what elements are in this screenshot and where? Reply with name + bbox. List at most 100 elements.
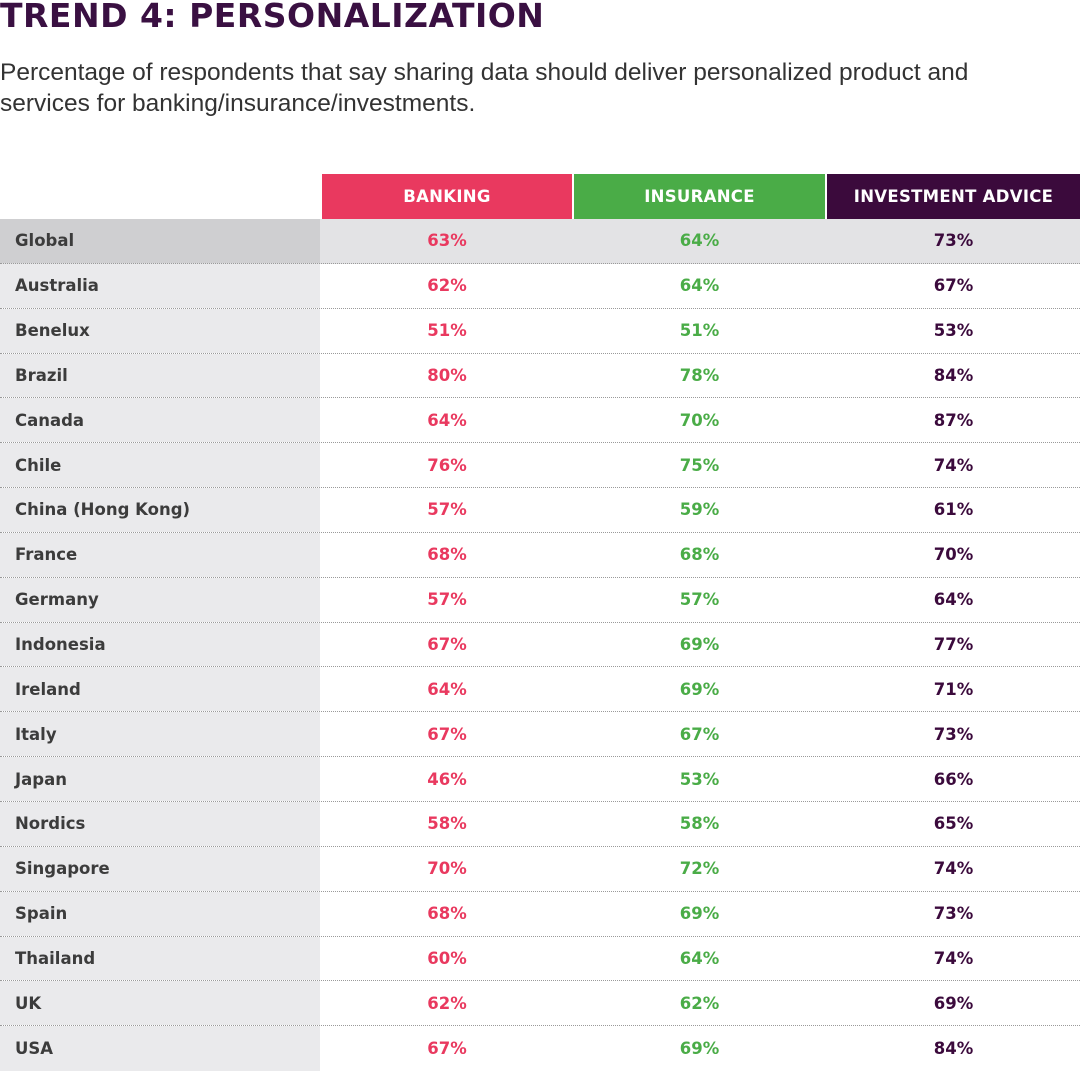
table-row: Global 63% 64% 73% bbox=[0, 219, 1080, 264]
table-row: Ireland 64% 69% 71% bbox=[0, 667, 1080, 713]
table-row: France 68% 68% 70% bbox=[0, 532, 1080, 578]
table-row: Japan 46% 53% 66% bbox=[0, 757, 1080, 802]
data-table-body: Global 63% 64% 73% Australia 62% 64% 67% Benelux… bbox=[0, 219, 1080, 1071]
cell-value-banking: 51% bbox=[427, 321, 467, 341]
cell-value-investment-advice: 73% bbox=[933, 724, 974, 744]
table-row: China (Hong Kong) 57% 59% 61% bbox=[0, 488, 1080, 533]
cell-value-investment-advice: 70% bbox=[933, 545, 974, 565]
cell-value-investment-advice: 87% bbox=[933, 410, 974, 430]
row-label-country: USA bbox=[0, 1026, 320, 1071]
cell-value-banking: 80% bbox=[427, 365, 467, 385]
cell-value-investment-advice: 64% bbox=[933, 590, 974, 610]
row-label-country: Ireland bbox=[0, 667, 320, 712]
cell-value-investment-advice: 84% bbox=[933, 365, 974, 385]
cell-value-banking: 60% bbox=[427, 948, 467, 968]
table-row: Germany 57% 57% 64% bbox=[0, 577, 1080, 623]
row-label-country: Benelux bbox=[0, 308, 320, 353]
cell-value-banking: 68% bbox=[427, 545, 467, 565]
row-label-country: Indonesia bbox=[0, 622, 320, 667]
cell-value-insurance: 69% bbox=[679, 904, 720, 924]
cell-value-banking: 46% bbox=[427, 769, 467, 789]
table-row: Italy 67% 67% 73% bbox=[0, 712, 1080, 758]
table-row: Indonesia 67% 69% 77% bbox=[0, 622, 1080, 668]
cell-value-banking: 67% bbox=[427, 1039, 467, 1059]
cell-value-investment-advice: 73% bbox=[933, 231, 974, 251]
table-row: UK 62% 62% 69% bbox=[0, 981, 1080, 1027]
cell-value-banking: 70% bbox=[427, 859, 467, 879]
cell-value-insurance: 57% bbox=[679, 590, 720, 610]
cell-value-banking: 64% bbox=[427, 410, 467, 430]
chart-subtitle: Percentage of respondents that say shari… bbox=[0, 59, 969, 117]
table-row: Brazil 80% 78% 84% bbox=[0, 353, 1080, 399]
row-label-country: Chile bbox=[0, 443, 320, 488]
cell-value-insurance: 69% bbox=[679, 1039, 720, 1059]
cell-value-insurance: 69% bbox=[679, 679, 720, 699]
row-label-country: Nordics bbox=[0, 801, 320, 846]
cell-value-insurance: 72% bbox=[679, 859, 720, 879]
row-label-country: Brazil bbox=[0, 353, 320, 398]
cell-value-insurance: 64% bbox=[679, 948, 720, 968]
row-label-country: Singapore bbox=[0, 846, 320, 891]
cell-value-insurance: 75% bbox=[679, 455, 720, 475]
cell-value-banking: 64% bbox=[427, 679, 467, 699]
row-label-country: Australia bbox=[0, 263, 320, 308]
row-label-country: Germany bbox=[0, 577, 320, 622]
row-label-country: Spain bbox=[0, 891, 320, 936]
cell-value-insurance: 51% bbox=[679, 321, 720, 341]
row-label-country: China (Hong Kong) bbox=[0, 488, 320, 532]
row-label-country: Canada bbox=[0, 398, 320, 443]
row-label-country: Italy bbox=[0, 712, 320, 757]
cell-value-investment-advice: 66% bbox=[933, 769, 974, 789]
cell-value-banking: 57% bbox=[427, 590, 467, 610]
table-row: Chile 76% 75% 74% bbox=[0, 443, 1080, 489]
row-label-country: Japan bbox=[0, 757, 320, 801]
cell-value-banking: 57% bbox=[427, 500, 467, 520]
table-row: Nordics 58% 58% 65% bbox=[0, 801, 1080, 847]
cell-value-investment-advice: 74% bbox=[933, 455, 974, 475]
cell-value-investment-advice: 69% bbox=[933, 993, 974, 1013]
cell-value-insurance: 59% bbox=[679, 500, 720, 520]
cell-value-insurance: 68% bbox=[679, 545, 720, 565]
column-header-banking: BANKING bbox=[322, 174, 572, 219]
cell-value-insurance: 78% bbox=[679, 365, 720, 385]
cell-value-investment-advice: 71% bbox=[933, 679, 974, 699]
row-label-country: UK bbox=[0, 981, 320, 1026]
cell-value-insurance: 67% bbox=[679, 724, 720, 744]
cell-value-banking: 68% bbox=[427, 904, 467, 924]
table-row: USA 67% 69% 84% bbox=[0, 1026, 1080, 1071]
cell-value-insurance: 64% bbox=[679, 276, 720, 296]
row-label-country: Global bbox=[0, 219, 320, 263]
table-row: Thailand 60% 64% 74% bbox=[0, 936, 1080, 982]
cell-value-banking: 63% bbox=[427, 231, 467, 251]
cell-value-investment-advice: 61% bbox=[933, 500, 974, 520]
table-row: Benelux 51% 51% 53% bbox=[0, 308, 1080, 354]
row-label-country: Thailand bbox=[0, 936, 320, 981]
cell-value-insurance: 62% bbox=[679, 993, 720, 1013]
cell-value-insurance: 64% bbox=[679, 231, 720, 251]
table-row: Spain 68% 69% 73% bbox=[0, 891, 1080, 937]
cell-value-banking: 67% bbox=[427, 724, 467, 744]
cell-value-insurance: 70% bbox=[679, 410, 720, 430]
row-label-country: France bbox=[0, 532, 320, 577]
cell-value-insurance: 58% bbox=[679, 814, 720, 834]
cell-value-investment-advice: 65% bbox=[933, 814, 974, 834]
cell-value-investment-advice: 67% bbox=[933, 276, 974, 296]
cell-value-banking: 62% bbox=[427, 276, 467, 296]
table-row: Canada 64% 70% 87% bbox=[0, 398, 1080, 444]
table-row: Australia 62% 64% 67% bbox=[0, 263, 1080, 309]
cell-value-banking: 58% bbox=[427, 814, 467, 834]
cell-value-banking: 67% bbox=[427, 635, 467, 655]
cell-value-investment-advice: 77% bbox=[933, 635, 974, 655]
cell-value-investment-advice: 53% bbox=[933, 321, 974, 341]
table-row: Singapore 70% 72% 74% bbox=[0, 846, 1080, 892]
cell-value-insurance: 69% bbox=[679, 635, 720, 655]
cell-value-banking: 76% bbox=[427, 455, 467, 475]
cell-value-investment-advice: 74% bbox=[933, 859, 974, 879]
cell-value-investment-advice: 84% bbox=[933, 1039, 974, 1059]
chart-title: TREND 4: PERSONALIZATION bbox=[0, 0, 545, 35]
column-header-insurance: INSURANCE bbox=[574, 174, 825, 219]
cell-value-investment-advice: 73% bbox=[933, 904, 974, 924]
column-header-investment-advice: INVESTMENT ADVICE bbox=[827, 174, 1080, 219]
cell-value-insurance: 53% bbox=[679, 769, 720, 789]
cell-value-investment-advice: 74% bbox=[933, 948, 974, 968]
